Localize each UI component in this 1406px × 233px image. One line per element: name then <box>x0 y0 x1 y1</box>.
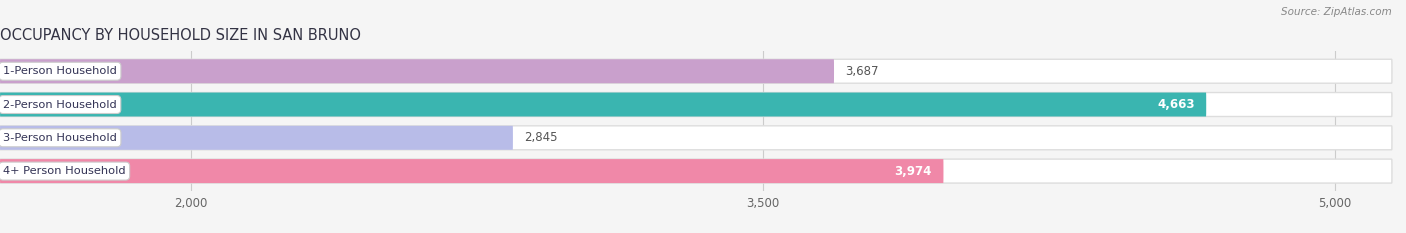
FancyBboxPatch shape <box>0 59 834 83</box>
FancyBboxPatch shape <box>0 93 1206 116</box>
FancyBboxPatch shape <box>0 159 1392 183</box>
Text: 4+ Person Household: 4+ Person Household <box>3 166 125 176</box>
Text: 3,974: 3,974 <box>894 164 932 178</box>
FancyBboxPatch shape <box>0 126 1392 150</box>
FancyBboxPatch shape <box>0 159 943 183</box>
Text: 3,687: 3,687 <box>845 65 879 78</box>
Text: 2,845: 2,845 <box>524 131 558 144</box>
Text: 2-Person Household: 2-Person Household <box>3 99 117 110</box>
Text: 1-Person Household: 1-Person Household <box>3 66 117 76</box>
Text: OCCUPANCY BY HOUSEHOLD SIZE IN SAN BRUNO: OCCUPANCY BY HOUSEHOLD SIZE IN SAN BRUNO <box>0 28 361 43</box>
Text: 4,663: 4,663 <box>1157 98 1195 111</box>
Text: Source: ZipAtlas.com: Source: ZipAtlas.com <box>1281 7 1392 17</box>
FancyBboxPatch shape <box>0 126 513 150</box>
FancyBboxPatch shape <box>0 93 1392 116</box>
FancyBboxPatch shape <box>0 59 1392 83</box>
Text: 3-Person Household: 3-Person Household <box>3 133 117 143</box>
